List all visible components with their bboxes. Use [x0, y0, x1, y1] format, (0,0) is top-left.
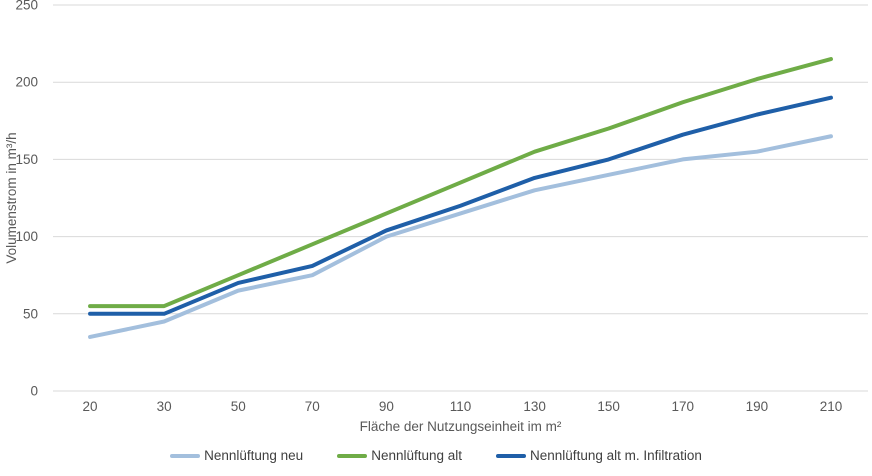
legend-item-nennlueftung-neu: Nennlüftung neu [170, 448, 303, 463]
x-tick-label-130: 130 [523, 399, 546, 414]
x-tick-label-90: 90 [379, 399, 394, 414]
chart-legend: Nennlüftung neu Nennlüftung alt Nennlüft… [0, 448, 872, 463]
legend-swatch-nennlueftung-alt-infiltration [496, 453, 527, 458]
y-tick-label-100: 100 [15, 229, 38, 244]
legend-swatch-nennlueftung-alt [337, 453, 368, 458]
x-tick-label-190: 190 [746, 399, 769, 414]
legend-label: Nennlüftung alt [371, 448, 463, 463]
x-tick-label-30: 30 [157, 399, 172, 414]
y-tick-label-0: 0 [30, 384, 38, 399]
series-line-nennl-ftung-neu [88, 134, 833, 339]
x-tick-label-150: 150 [597, 399, 620, 414]
legend-item-nennlueftung-alt-infiltration: Nennlüftung alt m. Infiltration [496, 448, 702, 463]
y-tick-label-150: 150 [15, 152, 38, 167]
x-tick-label-70: 70 [305, 399, 320, 414]
series-line-nennl-ftung-alt-m-infiltration [88, 95, 833, 316]
y-axis-title: Volumenstrom in m³/h [4, 132, 19, 263]
legend-label: Nennlüftung neu [204, 448, 304, 463]
legend-swatch-nennlueftung-neu [170, 453, 201, 458]
line-chart: 0 50 100 150 200 250 20 30 50 70 90 110 130 150 170 190… [4, 0, 868, 434]
series-line-nennl-ftung-alt [88, 57, 833, 309]
x-tick-label-20: 20 [83, 399, 98, 414]
x-tick-label-110: 110 [450, 399, 472, 414]
y-tick-label-250: 250 [15, 0, 38, 13]
x-axis-title: Fläche der Nutzungseinheit im m² [360, 419, 562, 434]
legend-label: Nennlüftung alt m. Infiltration [530, 448, 702, 463]
legend-item-nennlueftung-alt: Nennlüftung alt [337, 448, 462, 463]
x-tick-label-170: 170 [672, 399, 695, 414]
x-tick-label-210: 210 [820, 399, 843, 414]
y-tick-label-200: 200 [15, 75, 38, 90]
x-tick-label-50: 50 [231, 399, 246, 414]
y-tick-label-50: 50 [23, 306, 38, 321]
